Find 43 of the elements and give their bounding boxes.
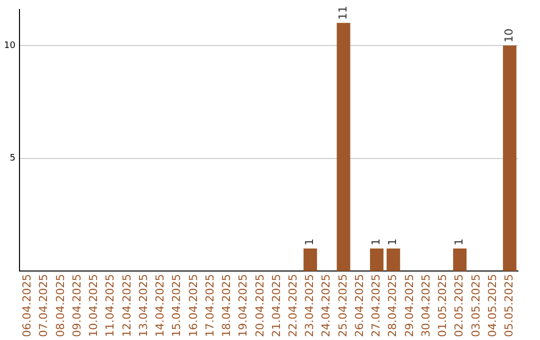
bar — [453, 248, 467, 272]
x-tick-label: 09.04.2025 — [70, 274, 84, 338]
x-tick-label: 07.04.2025 — [37, 274, 50, 338]
x-tick-label: 11.04.2025 — [104, 274, 117, 338]
x-tick-label: 21.04.2025 — [270, 274, 283, 338]
x-tick-label: 12.04.2025 — [120, 274, 134, 338]
x-tick-label: 18.04.2025 — [220, 274, 234, 338]
y-tick-label: 5 — [10, 154, 16, 164]
x-tick-label: 27.04.2025 — [370, 274, 383, 338]
x-tick-label: 06.04.2025 — [20, 274, 34, 338]
bar — [386, 248, 400, 272]
data-label: 10 — [502, 28, 516, 42]
bar — [370, 248, 384, 272]
data-label: 1 — [303, 238, 316, 246]
x-tick-label: 30.04.2025 — [419, 274, 432, 338]
x-tick-label: 23.04.2025 — [303, 274, 316, 338]
x-tick-label: 13.04.2025 — [136, 274, 150, 338]
x-tick-label: 08.04.2025 — [54, 274, 67, 338]
x-tick-label: 05.05.2025 — [502, 274, 516, 338]
x-tick-label: 15.04.2025 — [170, 274, 184, 338]
x-tick-label: 28.04.2025 — [386, 274, 400, 338]
x-tick-label: 16.04.2025 — [186, 274, 200, 338]
x-tick-label: 01.05.2025 — [436, 274, 450, 338]
x-tick-label: 02.05.2025 — [452, 274, 466, 338]
x-tick-label: 20.04.2025 — [253, 274, 266, 338]
x-tick-label: 19.04.2025 — [236, 274, 250, 338]
x-tick-label: 29.04.2025 — [402, 274, 416, 338]
x-tick-label: 14.04.2025 — [154, 274, 167, 338]
bar — [304, 248, 317, 272]
x-tick-label: 26.04.2025 — [352, 274, 366, 338]
x-tick-label: 03.05.2025 — [469, 274, 482, 338]
x-tick-label: 04.05.2025 — [486, 274, 499, 338]
bar — [502, 45, 516, 272]
x-tick-label: 10.04.2025 — [87, 274, 100, 338]
data-label: 1 — [452, 238, 466, 246]
x-tick-label: 25.04.2025 — [336, 274, 350, 338]
data-label: 1 — [370, 238, 383, 246]
bar — [336, 22, 350, 272]
x-tick-label: 24.04.2025 — [320, 274, 333, 338]
x-tick-label: 22.04.2025 — [286, 274, 300, 338]
data-label: 1 — [386, 238, 400, 246]
x-tick-label: 17.04.2025 — [203, 274, 216, 338]
data-label: 11 — [336, 6, 350, 20]
